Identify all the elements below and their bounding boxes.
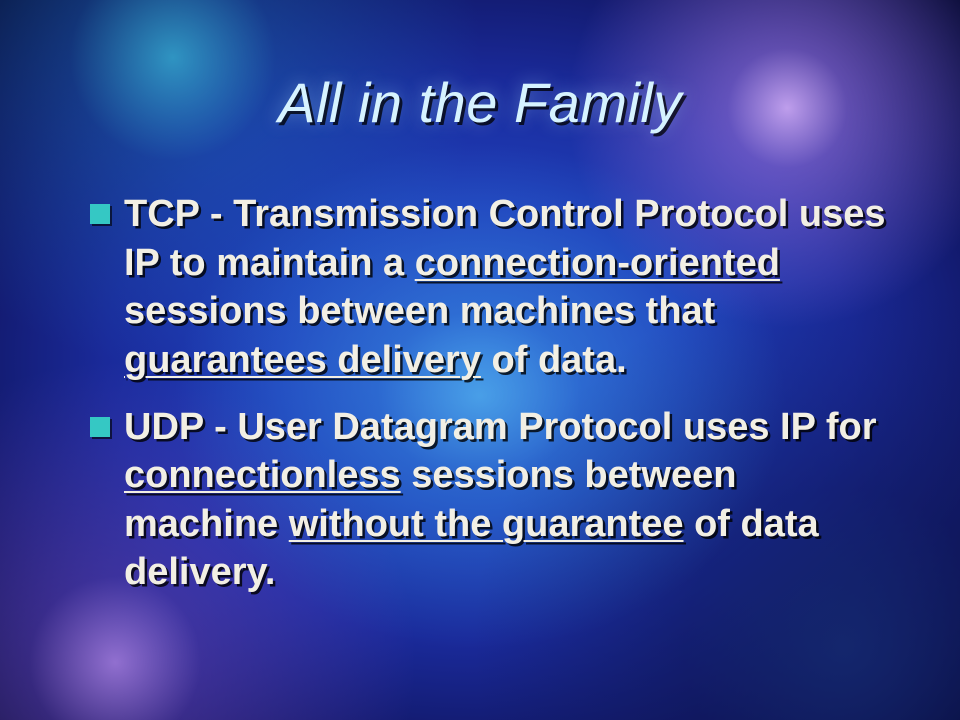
bullet-text: UDP - User Datagram Protocol uses IP for… [124,403,900,598]
plain-text: of data. [481,339,627,381]
bullet-item: TCP - Transmission Control Protocol uses… [90,190,900,385]
slide-title: All in the Family [0,70,960,135]
underlined-text: connection-oriented [415,242,780,284]
plain-text: UDP - User Datagram Protocol uses IP for [124,406,877,448]
plain-text: sessions between machines that [124,290,715,332]
bullet-marker-icon [90,204,110,224]
underlined-text: without the guarantee [289,503,684,545]
bullet-item: UDP - User Datagram Protocol uses IP for… [90,403,900,598]
underlined-text: connectionless [124,454,401,496]
slide-body: TCP - Transmission Control Protocol uses… [90,190,900,615]
bullet-text: TCP - Transmission Control Protocol uses… [124,190,900,385]
underlined-text: guarantees delivery [124,339,481,381]
slide: All in the Family TCP - Transmission Con… [0,0,960,720]
bullet-marker-icon [90,417,110,437]
